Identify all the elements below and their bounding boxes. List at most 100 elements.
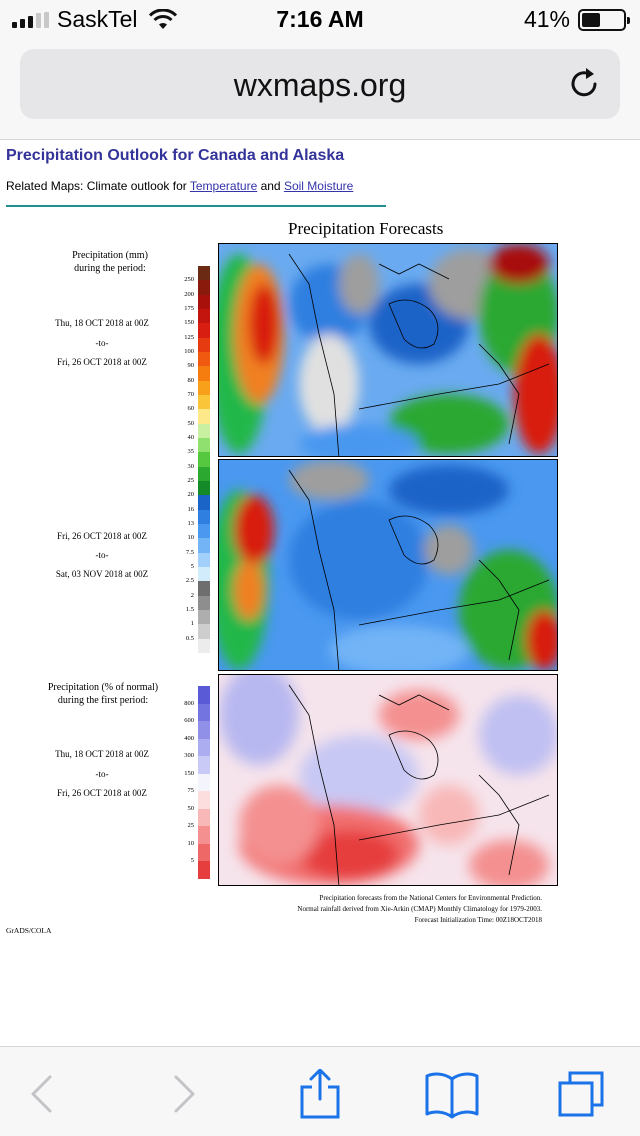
colorbar-tick-label: 70: [187, 391, 195, 398]
period1-sep: -to-: [95, 338, 109, 348]
soil-moisture-link[interactable]: Soil Moisture: [283, 179, 354, 193]
percent-of-normal-map: [218, 674, 558, 886]
colorbar-segment: [198, 495, 210, 510]
page-title: Precipitation Outlook for Canada and Ala…: [6, 147, 345, 164]
signal-strength-icon: [12, 11, 49, 28]
colorbar-tick-label: 16: [187, 505, 195, 513]
colorbar-tick-label: 50: [187, 419, 195, 427]
share-icon[interactable]: [295, 1069, 345, 1119]
colorbar-segment: [198, 686, 210, 704]
forward-icon[interactable]: [158, 1069, 208, 1119]
period2-from: Fri, 26 OCT 2018 at 00Z: [57, 531, 147, 541]
colorbar-segment: [198, 609, 210, 625]
period3-from: Thu, 18 OCT 2018 at 00Z: [55, 749, 149, 759]
tabs-icon[interactable]: [556, 1069, 606, 1119]
period3-sep: -to-: [95, 769, 109, 779]
reload-icon[interactable]: [568, 67, 602, 101]
note-line-1: Precipitation forecasts from the Nationa…: [319, 894, 542, 902]
colorbar-tick-label: 300: [184, 752, 194, 760]
note-line-2: Normal rainfall derived from Xie-Arkin (…: [297, 905, 542, 913]
colorbar-segment: [198, 423, 210, 438]
divider: [6, 205, 386, 207]
colorbar-segment: [198, 843, 210, 862]
colorbar-tick-label: 0.5: [185, 634, 194, 642]
carrier-name: SaskTel: [57, 6, 138, 32]
colorbar-segment: [198, 861, 210, 879]
browser-toolbar: [0, 1046, 640, 1136]
colorbar-tick-label: 125: [184, 333, 194, 341]
colorbar-tick-label: 10: [187, 839, 195, 847]
colorbar-tick-label: 5: [190, 563, 194, 570]
colorbar-tick-label: 30: [187, 462, 195, 470]
colorbar-tick-label: 150: [184, 319, 194, 327]
colorbar-tick-label: 1: [190, 620, 194, 628]
colorbar-segment: [198, 808, 210, 827]
colorbar-tick-label: 20: [187, 491, 195, 499]
battery-icon: [578, 8, 630, 31]
colorbar-segment: [198, 595, 210, 610]
colorbar-segment: [198, 791, 210, 809]
colorbar-segment: [198, 337, 210, 352]
related-maps-line: Related Maps: Climate outlook for Temper…: [6, 179, 353, 193]
precip-pct-colorbar-labels: 800 600 400 300 150 75 50 25 10 5: [180, 686, 194, 879]
browser-address-area: wxmaps.org: [0, 40, 640, 140]
colorbar-segment: [198, 721, 210, 739]
colorbar-segment: [198, 756, 210, 774]
figure-notes: Precipitation forecasts from the Nationa…: [222, 893, 542, 926]
battery-percent: 41%: [523, 6, 570, 32]
colorbar-segment: [198, 480, 210, 496]
legend-pct-heading: Precipitation (% of normal) during the f…: [28, 681, 178, 707]
colorbar-tick-label: 75: [187, 787, 195, 795]
colorbar-tick-label: 80: [187, 376, 195, 384]
temperature-link[interactable]: Temperature: [189, 179, 258, 193]
address-bar[interactable]: wxmaps.org: [20, 49, 620, 119]
colorbar-segment: [198, 452, 210, 467]
colorbar-segment: [198, 351, 210, 367]
legend-mm-line2: during the period:: [74, 263, 146, 274]
status-bar: SaskTel 7:16 AM 41%: [0, 0, 640, 40]
period1-to: Fri, 26 OCT 2018 at 00Z: [57, 357, 147, 367]
forecast-map-period1: [218, 243, 558, 457]
grads-credit: GrADS/COLA: [6, 926, 52, 935]
colorbar-tick-label: 25: [187, 822, 195, 830]
colorbar-segment: [198, 773, 210, 792]
colorbar-tick-label: 60: [187, 405, 195, 413]
colorbar-segment: [198, 409, 210, 424]
colorbar-segment: [198, 294, 210, 309]
colorbar-tick-label: 800: [184, 699, 194, 707]
colorbar-tick-label: 2.5: [185, 577, 194, 585]
colorbar-segment: [198, 366, 210, 381]
precip-mm-colorbar: [198, 266, 210, 653]
colorbar-segment: [198, 738, 210, 757]
forecast-map-period2: [218, 459, 558, 671]
figure-title: Precipitation Forecasts: [288, 219, 444, 238]
url-text[interactable]: wxmaps.org: [233, 67, 407, 103]
colorbar-tick-label: 400: [184, 734, 194, 742]
back-icon[interactable]: [18, 1069, 68, 1119]
precip-mm-colorbar-labels: 250 200 175 150 125 100 90 80 70 60 50 40 35 30 25 20 16…: [180, 266, 194, 653]
colorbar-segment: [198, 552, 210, 567]
colorbar-tick-label: 150: [184, 769, 194, 777]
colorbar-tick-label: 40: [187, 434, 195, 441]
legend-mm-line1: Precipitation (mm): [72, 250, 148, 261]
colorbar-tick-label: 10: [187, 534, 195, 542]
status-time: 7:16 AM: [276, 6, 364, 32]
colorbar-tick-label: 90: [187, 362, 195, 370]
status-left: SaskTel: [12, 6, 178, 33]
precip-pct-colorbar: [198, 686, 210, 879]
bookmarks-icon[interactable]: [424, 1069, 480, 1119]
colorbar-segment: [198, 523, 210, 539]
colorbar-tick-label: 200: [184, 290, 194, 298]
colorbar-tick-label: 250: [184, 276, 194, 284]
web-page: Precipitation Outlook for Canada and Ala…: [0, 141, 640, 1046]
colorbar-segment: [198, 437, 210, 453]
colorbar-tick-label: 7.5: [185, 548, 194, 556]
colorbar-tick-label: 25: [187, 477, 195, 484]
related-mid: and: [257, 179, 284, 193]
wifi-icon: [148, 8, 177, 29]
period2-sep: -to-: [95, 550, 109, 560]
colorbar-tick-label: 5: [190, 857, 194, 865]
colorbar-tick-label: 50: [187, 804, 195, 812]
colorbar-segment: [198, 703, 210, 722]
colorbar-segment: [198, 308, 210, 324]
